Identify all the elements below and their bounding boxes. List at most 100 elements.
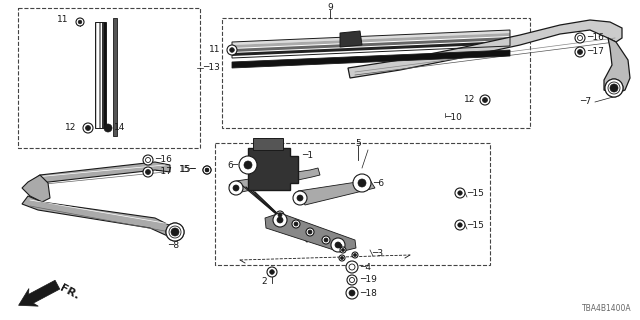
Polygon shape bbox=[604, 38, 630, 95]
Text: 5: 5 bbox=[355, 139, 361, 148]
Circle shape bbox=[269, 270, 275, 274]
Circle shape bbox=[342, 249, 344, 252]
Text: 14: 14 bbox=[114, 124, 125, 132]
Circle shape bbox=[336, 242, 344, 250]
Polygon shape bbox=[232, 33, 510, 48]
Polygon shape bbox=[340, 31, 362, 47]
Polygon shape bbox=[298, 180, 375, 205]
Circle shape bbox=[458, 191, 462, 195]
Circle shape bbox=[276, 211, 284, 219]
Text: 12: 12 bbox=[65, 124, 76, 132]
Circle shape bbox=[347, 275, 357, 285]
Circle shape bbox=[483, 98, 488, 102]
Text: ─18: ─18 bbox=[360, 289, 377, 298]
Text: ─6: ─6 bbox=[373, 179, 384, 188]
Polygon shape bbox=[248, 148, 298, 190]
Text: ─4: ─4 bbox=[360, 262, 371, 271]
Circle shape bbox=[244, 161, 252, 169]
Circle shape bbox=[145, 170, 150, 174]
Circle shape bbox=[610, 84, 618, 92]
Circle shape bbox=[78, 20, 82, 24]
Text: 2: 2 bbox=[261, 277, 267, 286]
Circle shape bbox=[352, 252, 358, 258]
Bar bbox=[113, 18, 117, 136]
Polygon shape bbox=[102, 22, 104, 128]
Circle shape bbox=[273, 213, 287, 227]
Circle shape bbox=[338, 244, 342, 248]
Circle shape bbox=[353, 174, 371, 192]
Circle shape bbox=[455, 188, 465, 198]
Circle shape bbox=[605, 79, 623, 97]
Circle shape bbox=[297, 195, 303, 201]
Text: ─17: ─17 bbox=[587, 47, 604, 57]
Circle shape bbox=[455, 220, 465, 230]
Bar bbox=[18, 8, 200, 148]
Text: ─16: ─16 bbox=[155, 156, 172, 164]
Circle shape bbox=[575, 33, 585, 43]
Bar bbox=[222, 18, 530, 128]
Circle shape bbox=[322, 236, 330, 244]
Bar bbox=[253, 138, 283, 150]
Circle shape bbox=[203, 166, 211, 174]
Text: 9: 9 bbox=[327, 3, 333, 12]
Polygon shape bbox=[95, 22, 97, 128]
Polygon shape bbox=[104, 22, 106, 128]
Circle shape bbox=[171, 228, 179, 236]
Circle shape bbox=[230, 48, 234, 52]
Circle shape bbox=[340, 247, 346, 253]
Bar bbox=[215, 143, 490, 265]
Text: FR.: FR. bbox=[58, 283, 81, 302]
Text: 11: 11 bbox=[209, 45, 220, 54]
Circle shape bbox=[104, 124, 112, 132]
Polygon shape bbox=[19, 280, 60, 306]
Polygon shape bbox=[348, 20, 622, 78]
Text: ─3: ─3 bbox=[372, 249, 383, 258]
Circle shape bbox=[480, 95, 490, 105]
Text: ─15: ─15 bbox=[467, 220, 484, 229]
Circle shape bbox=[306, 228, 314, 236]
Circle shape bbox=[277, 217, 283, 223]
Text: ─10: ─10 bbox=[445, 113, 462, 122]
Polygon shape bbox=[22, 175, 50, 202]
Circle shape bbox=[358, 179, 366, 187]
Circle shape bbox=[239, 156, 257, 174]
Circle shape bbox=[76, 18, 84, 26]
Polygon shape bbox=[229, 168, 320, 193]
Polygon shape bbox=[232, 41, 510, 56]
Bar bbox=[95, 22, 106, 128]
Circle shape bbox=[577, 50, 582, 54]
Text: ─16: ─16 bbox=[587, 34, 604, 43]
Text: ─8: ─8 bbox=[168, 241, 179, 250]
Circle shape bbox=[458, 223, 462, 227]
Circle shape bbox=[166, 223, 184, 241]
Polygon shape bbox=[30, 162, 170, 190]
Polygon shape bbox=[232, 37, 510, 52]
Circle shape bbox=[227, 45, 237, 55]
Text: ─13: ─13 bbox=[203, 63, 220, 73]
Circle shape bbox=[278, 213, 282, 217]
Circle shape bbox=[86, 125, 90, 131]
Circle shape bbox=[339, 255, 345, 261]
Circle shape bbox=[205, 168, 209, 172]
Polygon shape bbox=[232, 30, 510, 45]
Circle shape bbox=[335, 242, 341, 248]
Circle shape bbox=[229, 181, 243, 195]
Circle shape bbox=[340, 257, 344, 260]
Text: ─7: ─7 bbox=[580, 98, 591, 107]
Circle shape bbox=[308, 230, 312, 234]
Circle shape bbox=[233, 185, 239, 191]
Circle shape bbox=[293, 191, 307, 205]
Circle shape bbox=[294, 222, 298, 226]
Circle shape bbox=[83, 123, 93, 133]
Circle shape bbox=[331, 238, 345, 252]
Circle shape bbox=[205, 168, 209, 172]
Text: TBA4B1400A: TBA4B1400A bbox=[582, 304, 632, 313]
Text: ─15: ─15 bbox=[467, 188, 484, 197]
Text: ─19: ─19 bbox=[360, 276, 377, 284]
Circle shape bbox=[324, 238, 328, 242]
Circle shape bbox=[349, 290, 355, 296]
Circle shape bbox=[203, 166, 211, 174]
Circle shape bbox=[292, 220, 300, 228]
Circle shape bbox=[346, 287, 358, 299]
Circle shape bbox=[346, 261, 358, 273]
